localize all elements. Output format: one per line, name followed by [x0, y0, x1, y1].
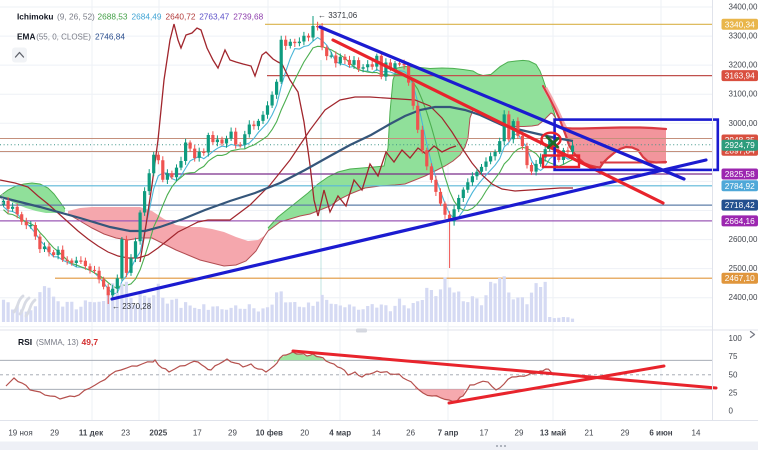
svg-text:2784,92: 2784,92	[725, 181, 755, 191]
svg-text:3000,00: 3000,00	[729, 119, 758, 128]
svg-text:13 май: 13 май	[540, 429, 566, 438]
svg-text:2664,16: 2664,16	[725, 216, 755, 226]
svg-text:29: 29	[228, 429, 237, 438]
svg-text:100: 100	[729, 334, 743, 343]
svg-text:11 дек: 11 дек	[79, 429, 104, 438]
svg-text:2718,42: 2718,42	[725, 200, 755, 210]
svg-text:2600,00: 2600,00	[729, 235, 758, 244]
svg-text:3200,00: 3200,00	[729, 61, 758, 70]
svg-text:29: 29	[50, 429, 59, 438]
svg-text:21: 21	[585, 429, 594, 438]
svg-text:6 июн: 6 июн	[649, 429, 672, 438]
svg-text:2467,10: 2467,10	[725, 273, 755, 283]
svg-text:3300,00: 3300,00	[729, 32, 758, 41]
svg-text:2025: 2025	[149, 429, 167, 438]
svg-text:← 3371,06: ← 3371,06	[318, 11, 358, 20]
svg-text:75: 75	[729, 352, 738, 361]
svg-text:2400,00: 2400,00	[729, 293, 758, 302]
svg-text:3340,34: 3340,34	[725, 19, 755, 29]
svg-text:17: 17	[480, 429, 489, 438]
svg-text:3100,00: 3100,00	[729, 90, 758, 99]
svg-text:20: 20	[300, 429, 309, 438]
svg-text:10 фев: 10 фев	[256, 429, 283, 438]
svg-text:3400,00: 3400,00	[729, 3, 758, 12]
svg-text:2825,58: 2825,58	[725, 169, 755, 179]
svg-text:23: 23	[121, 429, 130, 438]
svg-text:19 ноя: 19 ноя	[8, 429, 32, 438]
svg-text:← 2370,28: ← 2370,28	[112, 302, 152, 311]
svg-text:0: 0	[729, 407, 734, 416]
svg-text:14: 14	[692, 429, 701, 438]
svg-text:RSI(SMMA, 13)49,7: RSI (SMMA, 13) 49,7	[18, 337, 98, 347]
svg-text:26: 26	[406, 429, 415, 438]
svg-text:29: 29	[515, 429, 524, 438]
svg-text:3163,94: 3163,94	[725, 71, 755, 81]
svg-text:17: 17	[193, 429, 202, 438]
svg-text:50: 50	[729, 370, 738, 379]
svg-text:14: 14	[372, 429, 381, 438]
svg-text:2500,00: 2500,00	[729, 264, 758, 273]
svg-text:7 апр: 7 апр	[438, 429, 459, 438]
svg-text:EMA(55, 0, CLOSE)2746,84: EMA(55, 0, CLOSE) 2746,84	[17, 32, 125, 42]
svg-text:29: 29	[621, 429, 630, 438]
svg-text:2924,79: 2924,79	[725, 140, 755, 150]
svg-text:25: 25	[729, 388, 738, 397]
svg-text:4 мар: 4 мар	[329, 429, 351, 438]
